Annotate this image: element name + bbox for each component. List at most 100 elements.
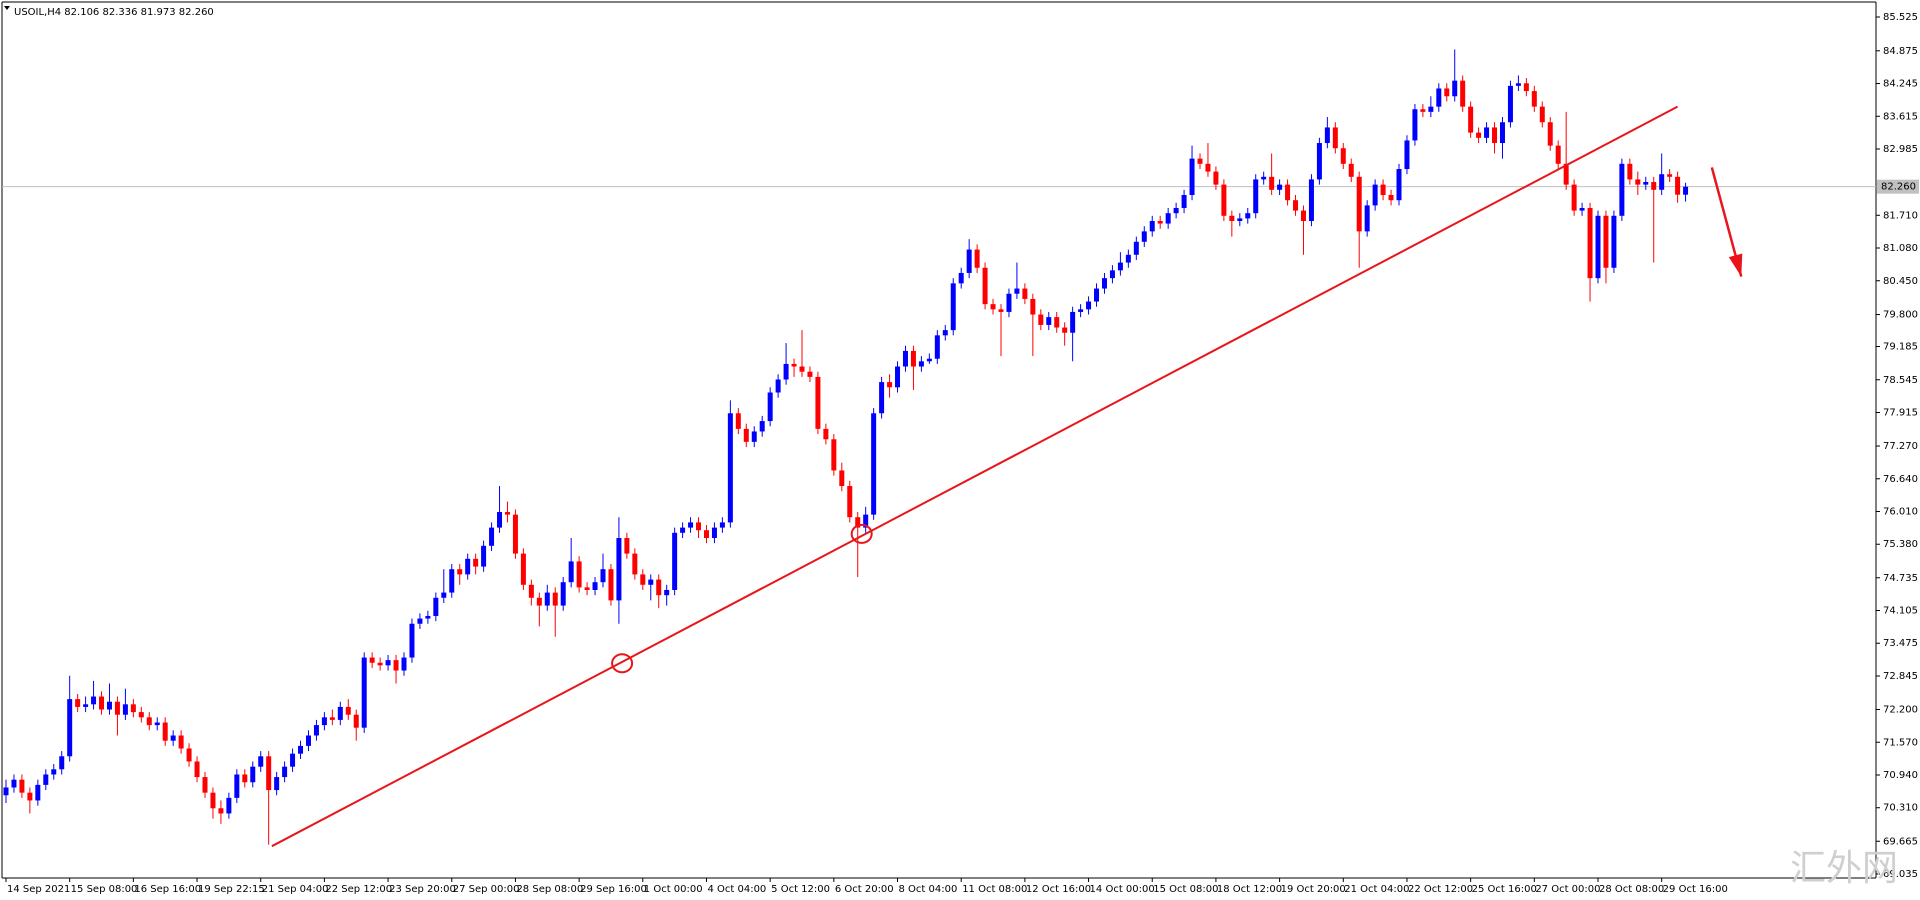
candle-body [1070, 311, 1076, 333]
candle-body [401, 657, 407, 671]
candle-body [1237, 218, 1243, 221]
candle-body [497, 512, 503, 528]
candle-body [1563, 163, 1569, 185]
x-tick-label: 14 Sep 2021 [7, 884, 70, 895]
candle-body [1428, 106, 1434, 112]
candle-body [266, 756, 272, 791]
candle-body [544, 592, 550, 606]
y-tick-label: 73.475 [1883, 638, 1918, 649]
candle-body [106, 701, 112, 710]
candle-body [1285, 184, 1291, 201]
candle-body [1372, 184, 1378, 206]
candle-body [624, 538, 630, 554]
candle-body [1683, 186, 1689, 195]
candle-body [130, 704, 136, 713]
candle-body [1396, 169, 1402, 201]
candle-body [218, 808, 224, 814]
candle-body [1340, 148, 1346, 164]
candle-body [608, 569, 614, 601]
y-tick-label: 75.380 [1883, 539, 1918, 550]
candle-body [1667, 174, 1673, 177]
candle-body [1603, 215, 1609, 268]
candle-body [1094, 288, 1100, 302]
candle-body [696, 522, 702, 531]
y-tick-label: 85.525 [1883, 12, 1918, 23]
candle-body [823, 428, 829, 440]
candle-body [1006, 293, 1012, 312]
candle-body [640, 574, 646, 585]
candle-body [958, 272, 964, 284]
x-tick-label: 18 Oct 12:00 [1217, 884, 1282, 895]
menu-triangle[interactable] [4, 6, 10, 10]
candle-body [1643, 182, 1649, 185]
candle-body [783, 363, 789, 380]
candle-body [481, 545, 487, 567]
candle-body [1293, 200, 1299, 211]
candle-body [895, 366, 901, 388]
candle-body [305, 735, 311, 746]
candle-body [1364, 205, 1370, 232]
candle-body [1436, 88, 1442, 107]
candle-body [1014, 288, 1020, 294]
candle-body [990, 304, 996, 310]
candle-body [1388, 195, 1394, 201]
y-tick-label: 84.245 [1883, 79, 1918, 90]
candle-body [711, 527, 717, 539]
candle-body [926, 358, 932, 362]
y-tick-label: 83.615 [1883, 111, 1918, 122]
candle-body [1380, 184, 1386, 196]
y-tick-label: 80.450 [1883, 276, 1918, 287]
y-tick-label: 74.735 [1883, 573, 1918, 584]
candle-body [974, 249, 980, 268]
candle-body [942, 330, 948, 336]
candle-body [735, 413, 741, 429]
candle-body [1412, 109, 1418, 141]
candle-body [1444, 88, 1450, 97]
trendline [271, 105, 1679, 848]
candle-body [902, 350, 908, 367]
candle-body [465, 558, 471, 575]
candle-body [1189, 158, 1195, 196]
candle-body [425, 615, 431, 619]
candle-body [1038, 314, 1044, 325]
candle-body [138, 712, 144, 718]
candle-body [887, 382, 893, 388]
candle-body [1086, 301, 1092, 310]
candle-body [1109, 270, 1115, 279]
candle-body [417, 618, 423, 624]
candle-body [664, 589, 670, 596]
candle-body [1539, 106, 1545, 123]
candle-body [385, 660, 391, 666]
candle-body [560, 582, 566, 606]
x-tick-label: 28 Sep 08:00 [516, 884, 583, 895]
x-tick-label: 1 Oct 00:00 [644, 884, 703, 895]
candle-body [11, 779, 17, 788]
candle-body [1277, 184, 1283, 190]
chart-title: USOIL,H4 82.106 82.336 81.973 82.260 [14, 7, 214, 18]
candle-body [1125, 254, 1131, 263]
candle-body [1531, 91, 1537, 107]
x-tick-label: 16 Sep 16:00 [134, 884, 201, 895]
candle-body [751, 431, 757, 442]
candle-body [1507, 85, 1513, 123]
x-tick-label: 21 Sep 04:00 [262, 884, 329, 895]
candle-body [1555, 145, 1561, 164]
candle-body [1030, 298, 1036, 315]
x-tick-label: 12 Oct 16:00 [1026, 884, 1091, 895]
candle-body [449, 569, 455, 593]
candle-body [552, 592, 558, 606]
candle-body [863, 514, 869, 528]
y-tick-label: 81.080 [1883, 243, 1918, 254]
x-tick-label: 22 Sep 12:00 [325, 884, 392, 895]
x-tick-label: 15 Sep 08:00 [71, 884, 138, 895]
candle-body [1460, 80, 1466, 107]
candle-body [998, 309, 1004, 312]
touch-circle [850, 523, 873, 544]
candle-body [879, 382, 885, 414]
candle-body [170, 735, 176, 741]
candle-body [114, 701, 120, 715]
candle-body [313, 725, 319, 736]
y-tick-label: 72.200 [1883, 705, 1918, 716]
x-tick-label: 27 Oct 00:00 [1535, 884, 1600, 895]
candle-body [1261, 176, 1267, 180]
